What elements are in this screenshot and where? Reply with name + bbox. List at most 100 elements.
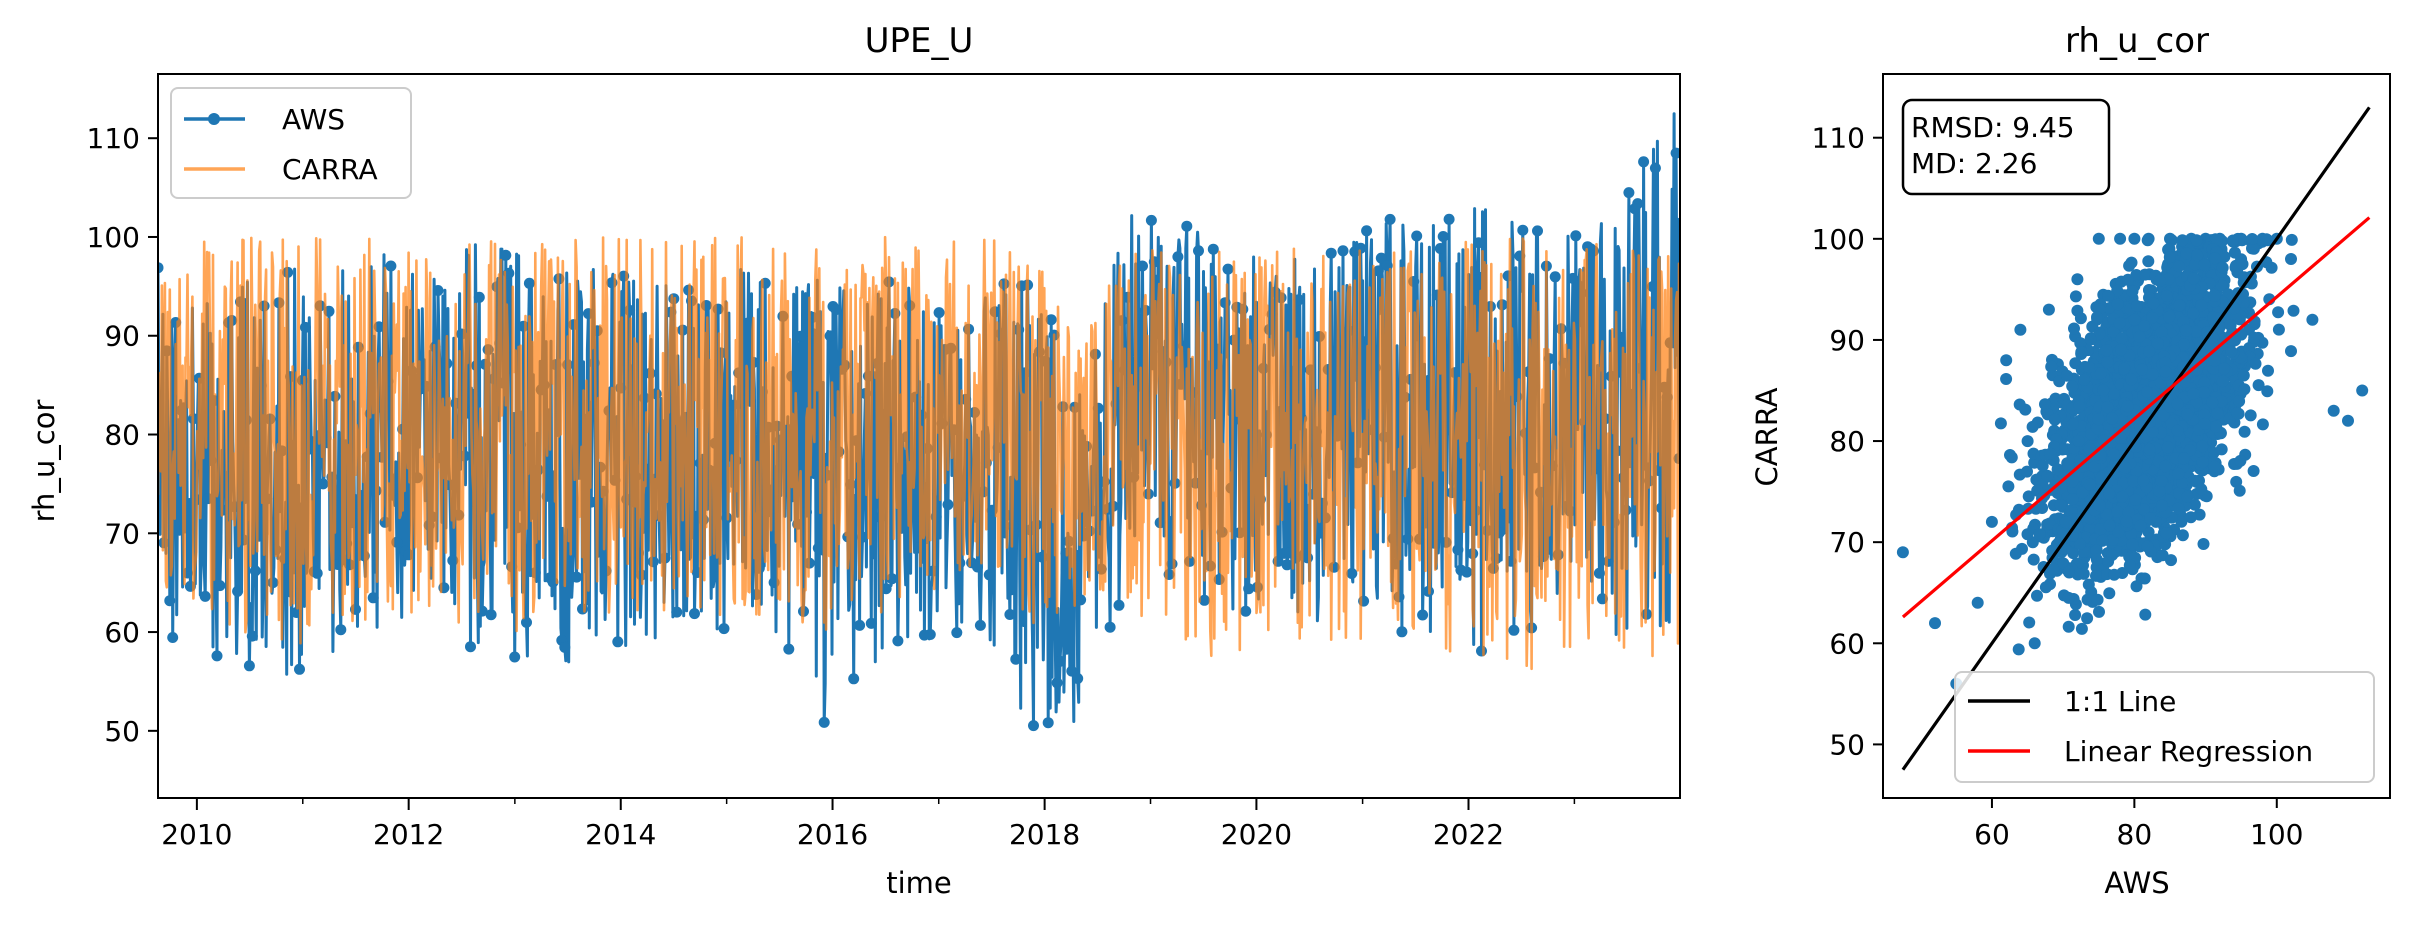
scatter-point: [2093, 605, 2105, 618]
scatter-point: [2184, 511, 2197, 524]
scatter-legend: 1:1 Line Linear Regression: [1954, 671, 2375, 783]
scatter-title: rh_u_cor: [2065, 21, 2209, 61]
scatter-point: [2090, 553, 2103, 566]
aws-data-point: [647, 556, 659, 568]
scatter-frame: [1882, 73, 2391, 799]
scatter-point: [2091, 422, 2104, 435]
scatter-point: [2116, 490, 2129, 503]
scatter-point: [1994, 417, 2007, 430]
scatter-point: [2198, 417, 2211, 430]
legend-aws-label: AWS: [282, 103, 345, 136]
scatter-point: [2100, 344, 2113, 357]
aws-data-point: [518, 320, 529, 332]
scatter-point: [2093, 328, 2106, 341]
scatter-point: [2000, 354, 2013, 367]
scatter-point: [2111, 298, 2124, 311]
scatter-point: [2048, 413, 2061, 426]
aws-data-point: [812, 542, 824, 554]
aws-data-point: [1145, 214, 1157, 226]
scatter-point: [2172, 467, 2185, 480]
scatter-point: [2092, 413, 2105, 426]
scatter-point: [2327, 404, 2340, 417]
aws-data-point: [1417, 609, 1429, 621]
scatter-point: [1985, 515, 1998, 528]
scatter-point: [2094, 523, 2107, 536]
scatter-point: [2175, 515, 2188, 528]
scatter-points-group: [1896, 232, 2369, 690]
aws-data-point: [942, 499, 954, 511]
scatter-point: [2143, 443, 2156, 456]
scatter-point: [2123, 559, 2136, 572]
scatter-point: [2151, 337, 2164, 350]
aws-data-point: [509, 651, 521, 663]
aws-data-point: [571, 571, 583, 583]
aws-data-point: [577, 603, 588, 615]
aws-data-point: [1647, 281, 1658, 293]
timeseries-y-tick-label: 80: [104, 419, 140, 452]
aws-data-point: [1293, 294, 1305, 306]
scatter-point: [2103, 519, 2116, 532]
timeseries-x-tick-label: 2020: [1221, 818, 1292, 851]
scatter-point: [2071, 273, 2084, 286]
scatter-y-tick-label: 60: [1829, 627, 1865, 660]
scatter-point: [2103, 487, 2116, 500]
scatter-point: [2156, 499, 2168, 512]
aws-data-point: [1570, 230, 1582, 242]
scatter-point: [2094, 367, 2107, 380]
scatter-point: [2147, 297, 2160, 310]
scatter-point: [2060, 369, 2073, 382]
scatter-point: [2071, 520, 2084, 533]
aws-data-point: [783, 643, 795, 655]
scatter-point: [2006, 525, 2019, 538]
aws-data-point: [1649, 162, 1661, 174]
scatter-point: [2187, 272, 2200, 285]
scatter-point: [2111, 505, 2124, 518]
aws-data-point: [485, 609, 497, 621]
aws-data-point: [232, 585, 244, 597]
timeseries-x-tick-label: 2012: [373, 818, 444, 851]
scatter-y-tick-label: 90: [1829, 324, 1865, 357]
scatter-point: [2169, 452, 2182, 465]
scatter-point: [2141, 386, 2153, 398]
scatter-point: [2084, 333, 2097, 346]
timeseries-plot-area: [158, 112, 1680, 732]
aws-data-point: [924, 629, 936, 640]
aws-data-point: [465, 641, 476, 653]
aws-data-point: [1372, 265, 1384, 277]
aws-data-point: [1437, 231, 1449, 242]
aws-data-point: [1361, 225, 1373, 237]
scatter-point: [1929, 617, 1941, 630]
scatter-point: [2036, 459, 2049, 472]
aws-data-point: [1461, 566, 1473, 578]
aws-data-point: [447, 555, 459, 566]
scatter-point: [2155, 475, 2168, 487]
scatter-point: [2107, 388, 2120, 400]
legend-carra-label: CARRA: [282, 153, 378, 186]
scatter-point: [2231, 407, 2244, 420]
scatter-point: [2306, 313, 2319, 326]
scatter-point: [2114, 232, 2127, 245]
scatter-point: [2171, 398, 2184, 411]
scatter-plot-area: [1896, 106, 2371, 771]
scatter-x-axis-label: AWS: [2104, 866, 2169, 900]
timeseries-x-tick-label: 2022: [1433, 818, 1504, 851]
scatter-point: [2028, 637, 2041, 650]
aws-data-point: [294, 663, 305, 675]
scatter-point: [2215, 395, 2228, 408]
scatter-point: [2137, 503, 2150, 516]
scatter-point: [2115, 332, 2128, 345]
scatter-point: [2165, 554, 2177, 567]
scatter-point: [2093, 499, 2106, 512]
scatter-point: [2247, 242, 2260, 255]
aws-data-point: [385, 260, 397, 272]
scatter-point: [2126, 285, 2139, 298]
aws-data-point: [1502, 270, 1514, 282]
scatter-point: [2224, 319, 2237, 332]
scatter-point: [2062, 620, 2075, 633]
timeseries-title: UPE_U: [865, 21, 974, 61]
aws-data-point: [983, 569, 995, 581]
scatter-point: [2207, 311, 2220, 324]
scatter-point: [2226, 234, 2239, 247]
scatter-point: [2106, 549, 2119, 561]
scatter-point: [2072, 435, 2085, 447]
